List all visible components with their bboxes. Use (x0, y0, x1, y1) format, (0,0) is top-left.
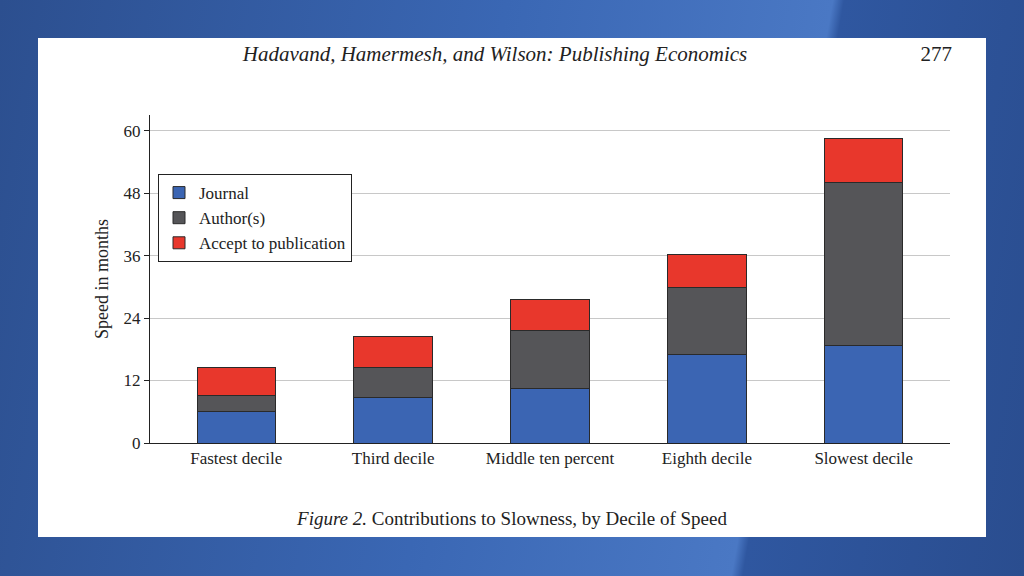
svg-text:Journal: Journal (199, 184, 249, 203)
html-text:277: 277 (920, 42, 952, 66)
svg-text:60: 60 (124, 122, 141, 141)
svg-text:Speed in months: Speed in months (92, 219, 112, 339)
svg-text:Middle ten percent: Middle ten percent (486, 449, 615, 468)
svg-text:24: 24 (124, 309, 142, 328)
svg-text:36: 36 (124, 247, 141, 266)
svg-text:Fastest decile: Fastest decile (190, 449, 282, 468)
svg-text:0: 0 (132, 434, 141, 453)
html-text:Hadavand, Hamermesh, and Wilso: Hadavand, Hamermesh, and Wilson: Publish… (242, 42, 748, 66)
svg-text:Eighth decile: Eighth decile (662, 449, 752, 468)
html-text:Figure 2. Contributions to Slo: Figure 2. Contributions to Slowness, by … (297, 508, 727, 529)
svg-text:Accept to publication: Accept to publication (199, 234, 346, 253)
svg-text:12: 12 (124, 371, 141, 390)
svg-text:48: 48 (124, 184, 141, 203)
svg-text:Slowest decile: Slowest decile (814, 449, 913, 468)
svg-text:Author(s): Author(s) (199, 209, 265, 228)
svg-text:Third decile: Third decile (352, 449, 435, 468)
